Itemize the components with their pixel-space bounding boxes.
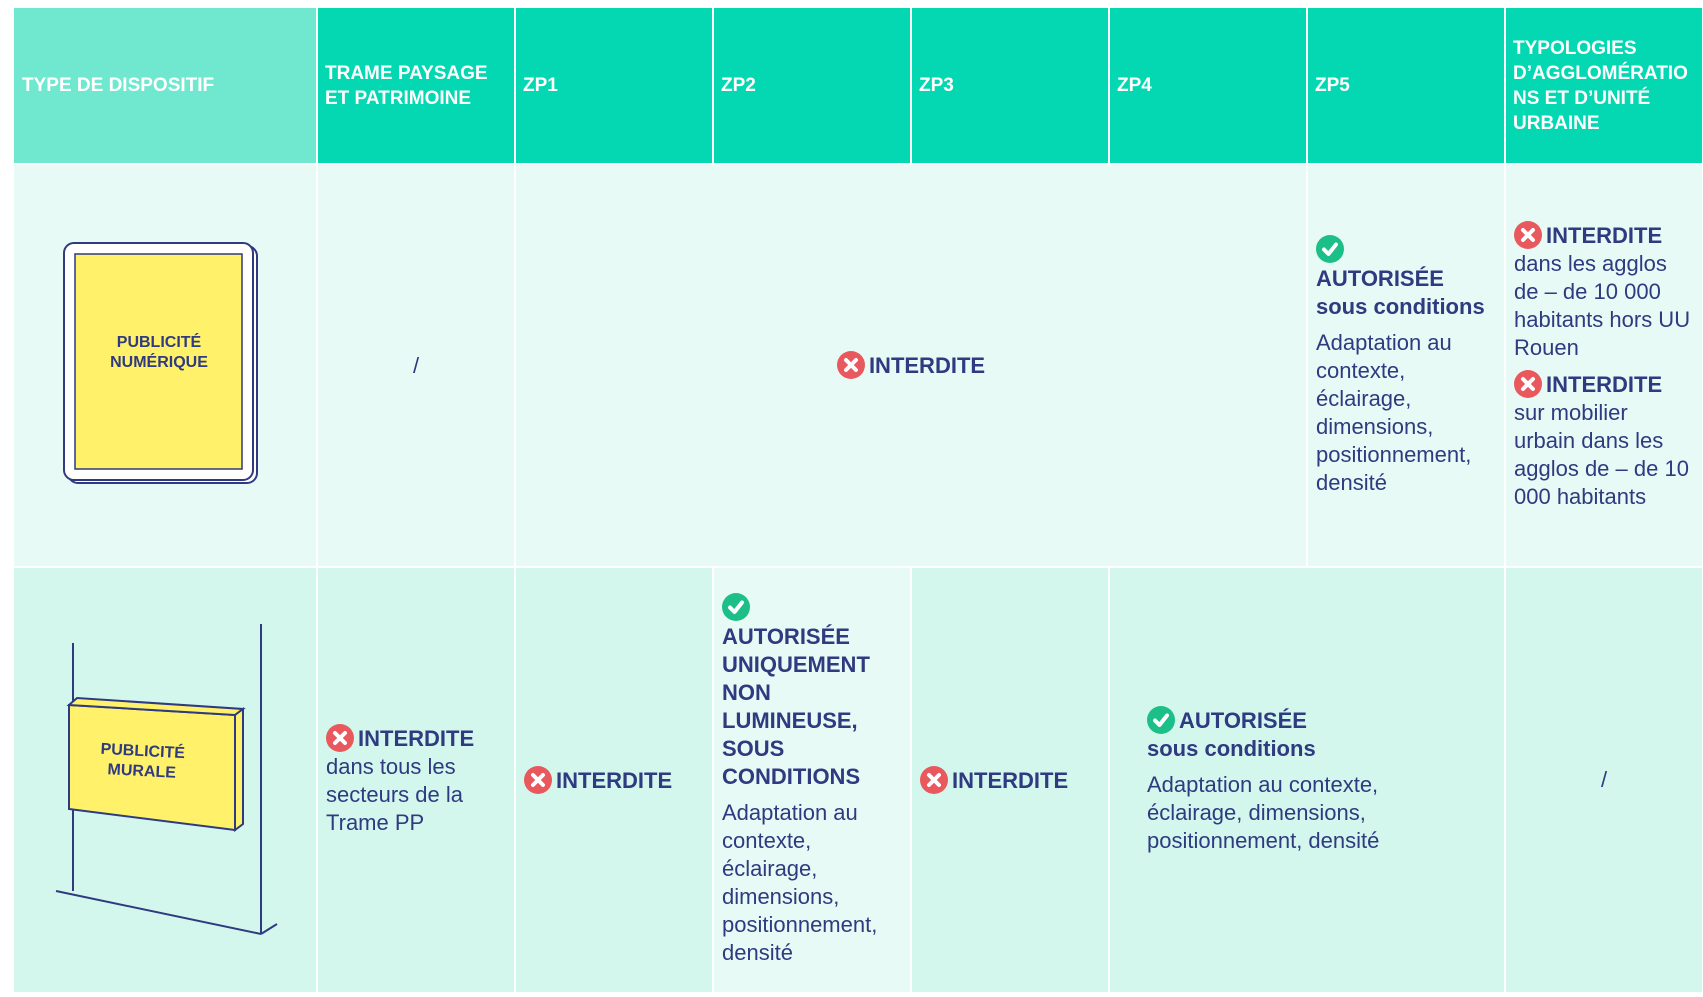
status-text: INTERDITE (556, 767, 673, 793)
device-cell: PUBLICITÉ NUMÉRIQUE (14, 165, 316, 566)
device-label-text: PUBLICITÉ NUMÉRIQUE (110, 332, 208, 371)
status-text: INTERDITE (868, 353, 986, 378)
condition-text: sous conditions (1316, 293, 1485, 319)
detail-text: Adaptation au contexte, éclairage, dimen… (722, 800, 878, 965)
status-text: AUTORISÉE (1179, 707, 1307, 733)
cell-text: / (1600, 767, 1608, 792)
cell: / (318, 165, 514, 566)
status: INTERDITE (324, 721, 506, 754)
cell: / (1506, 568, 1702, 992)
header-cell: ZP4 (1110, 8, 1306, 163)
cross-icon (834, 349, 867, 381)
device-label: PUBLICITÉMURALE (99, 739, 186, 782)
cell: AUTORISÉE sous conditions Adaptation au … (1110, 568, 1504, 992)
cell: INTERDITE (912, 568, 1108, 992)
condition-text: sous conditions (1147, 735, 1316, 761)
cell: INTERDITE (516, 568, 712, 992)
device-illustration: PUBLICITÉMURALE (55, 624, 278, 935)
table: TYPE DE DISPOSITIF TRAME PAYSAGE ET PATR… (14, 8, 1702, 992)
device-illustration: PUBLICITÉ NUMÉRIQUE (63, 242, 258, 484)
detail-text: Adaptation au contexte, éclairage, dimen… (1316, 329, 1472, 495)
check-icon (722, 593, 750, 621)
cell: INTERDITE dans les agglos de – de 10 000… (1506, 165, 1702, 566)
cell: INTERDITE dans tous les secteurs de la T… (318, 568, 514, 992)
header-cell: ZP5 (1308, 8, 1504, 163)
check-icon (1316, 234, 1344, 263)
status: INTERDITE (1512, 367, 1694, 400)
device-cell: PUBLICITÉMURALE (14, 568, 316, 992)
header-cell: TRAME PAYSAGE ET PATRIMOINE (318, 8, 514, 163)
device-label: PUBLICITÉ NUMÉRIQUE (110, 332, 208, 371)
status-text: INTERDITE (1546, 371, 1663, 397)
check-icon (1145, 703, 1177, 736)
status-text: AUTORISÉE UNIQUEMENT NON LUMINEUSE, SOUS… (722, 624, 870, 789)
detail-text: Adaptation au contexte, éclairage, dimen… (1147, 771, 1380, 853)
header-cell: ZP1 (516, 8, 712, 163)
header-cell: TYPOLOGIES D’AGGLOMÉRATIONS ET D’UNITÉ U… (1506, 8, 1702, 163)
detail-text: sur mobilier urbain dans les agglos de –… (1514, 399, 1689, 509)
header-cell: ZP2 (714, 8, 910, 163)
detail-text: dans les agglos de – de 10 000 habitants… (1514, 250, 1691, 360)
status-text: INTERDITE (1546, 222, 1663, 248)
status: INTERDITE (1512, 218, 1694, 251)
cell: AUTORISÉE UNIQUEMENT NON LUMINEUSE, SOUS… (714, 568, 910, 992)
status-text: AUTORISÉE (1316, 265, 1444, 291)
header-cell: ZP3 (912, 8, 1108, 163)
cross-icon (1512, 367, 1544, 400)
status: INTERDITE (834, 349, 986, 381)
status-text: INTERDITE (358, 725, 475, 751)
device-label-text: PUBLICITÉMURALE (99, 739, 186, 782)
header-cell: TYPE DE DISPOSITIF (14, 8, 316, 163)
cell: INTERDITE (516, 165, 1306, 566)
status: INTERDITE (522, 763, 704, 796)
status: INTERDITE (918, 763, 1100, 796)
status-text: INTERDITE (952, 767, 1069, 793)
cell-text: / (412, 352, 420, 378)
detail-text: dans tous les secteurs de la Trame PP (326, 753, 463, 835)
cross-icon (324, 721, 356, 754)
status: AUTORISÉE (1145, 703, 1474, 736)
cross-icon (522, 763, 554, 796)
cell: AUTORISÉE sous conditions Adaptation au … (1308, 165, 1504, 566)
cross-icon (1512, 218, 1544, 251)
cross-icon (918, 763, 950, 796)
